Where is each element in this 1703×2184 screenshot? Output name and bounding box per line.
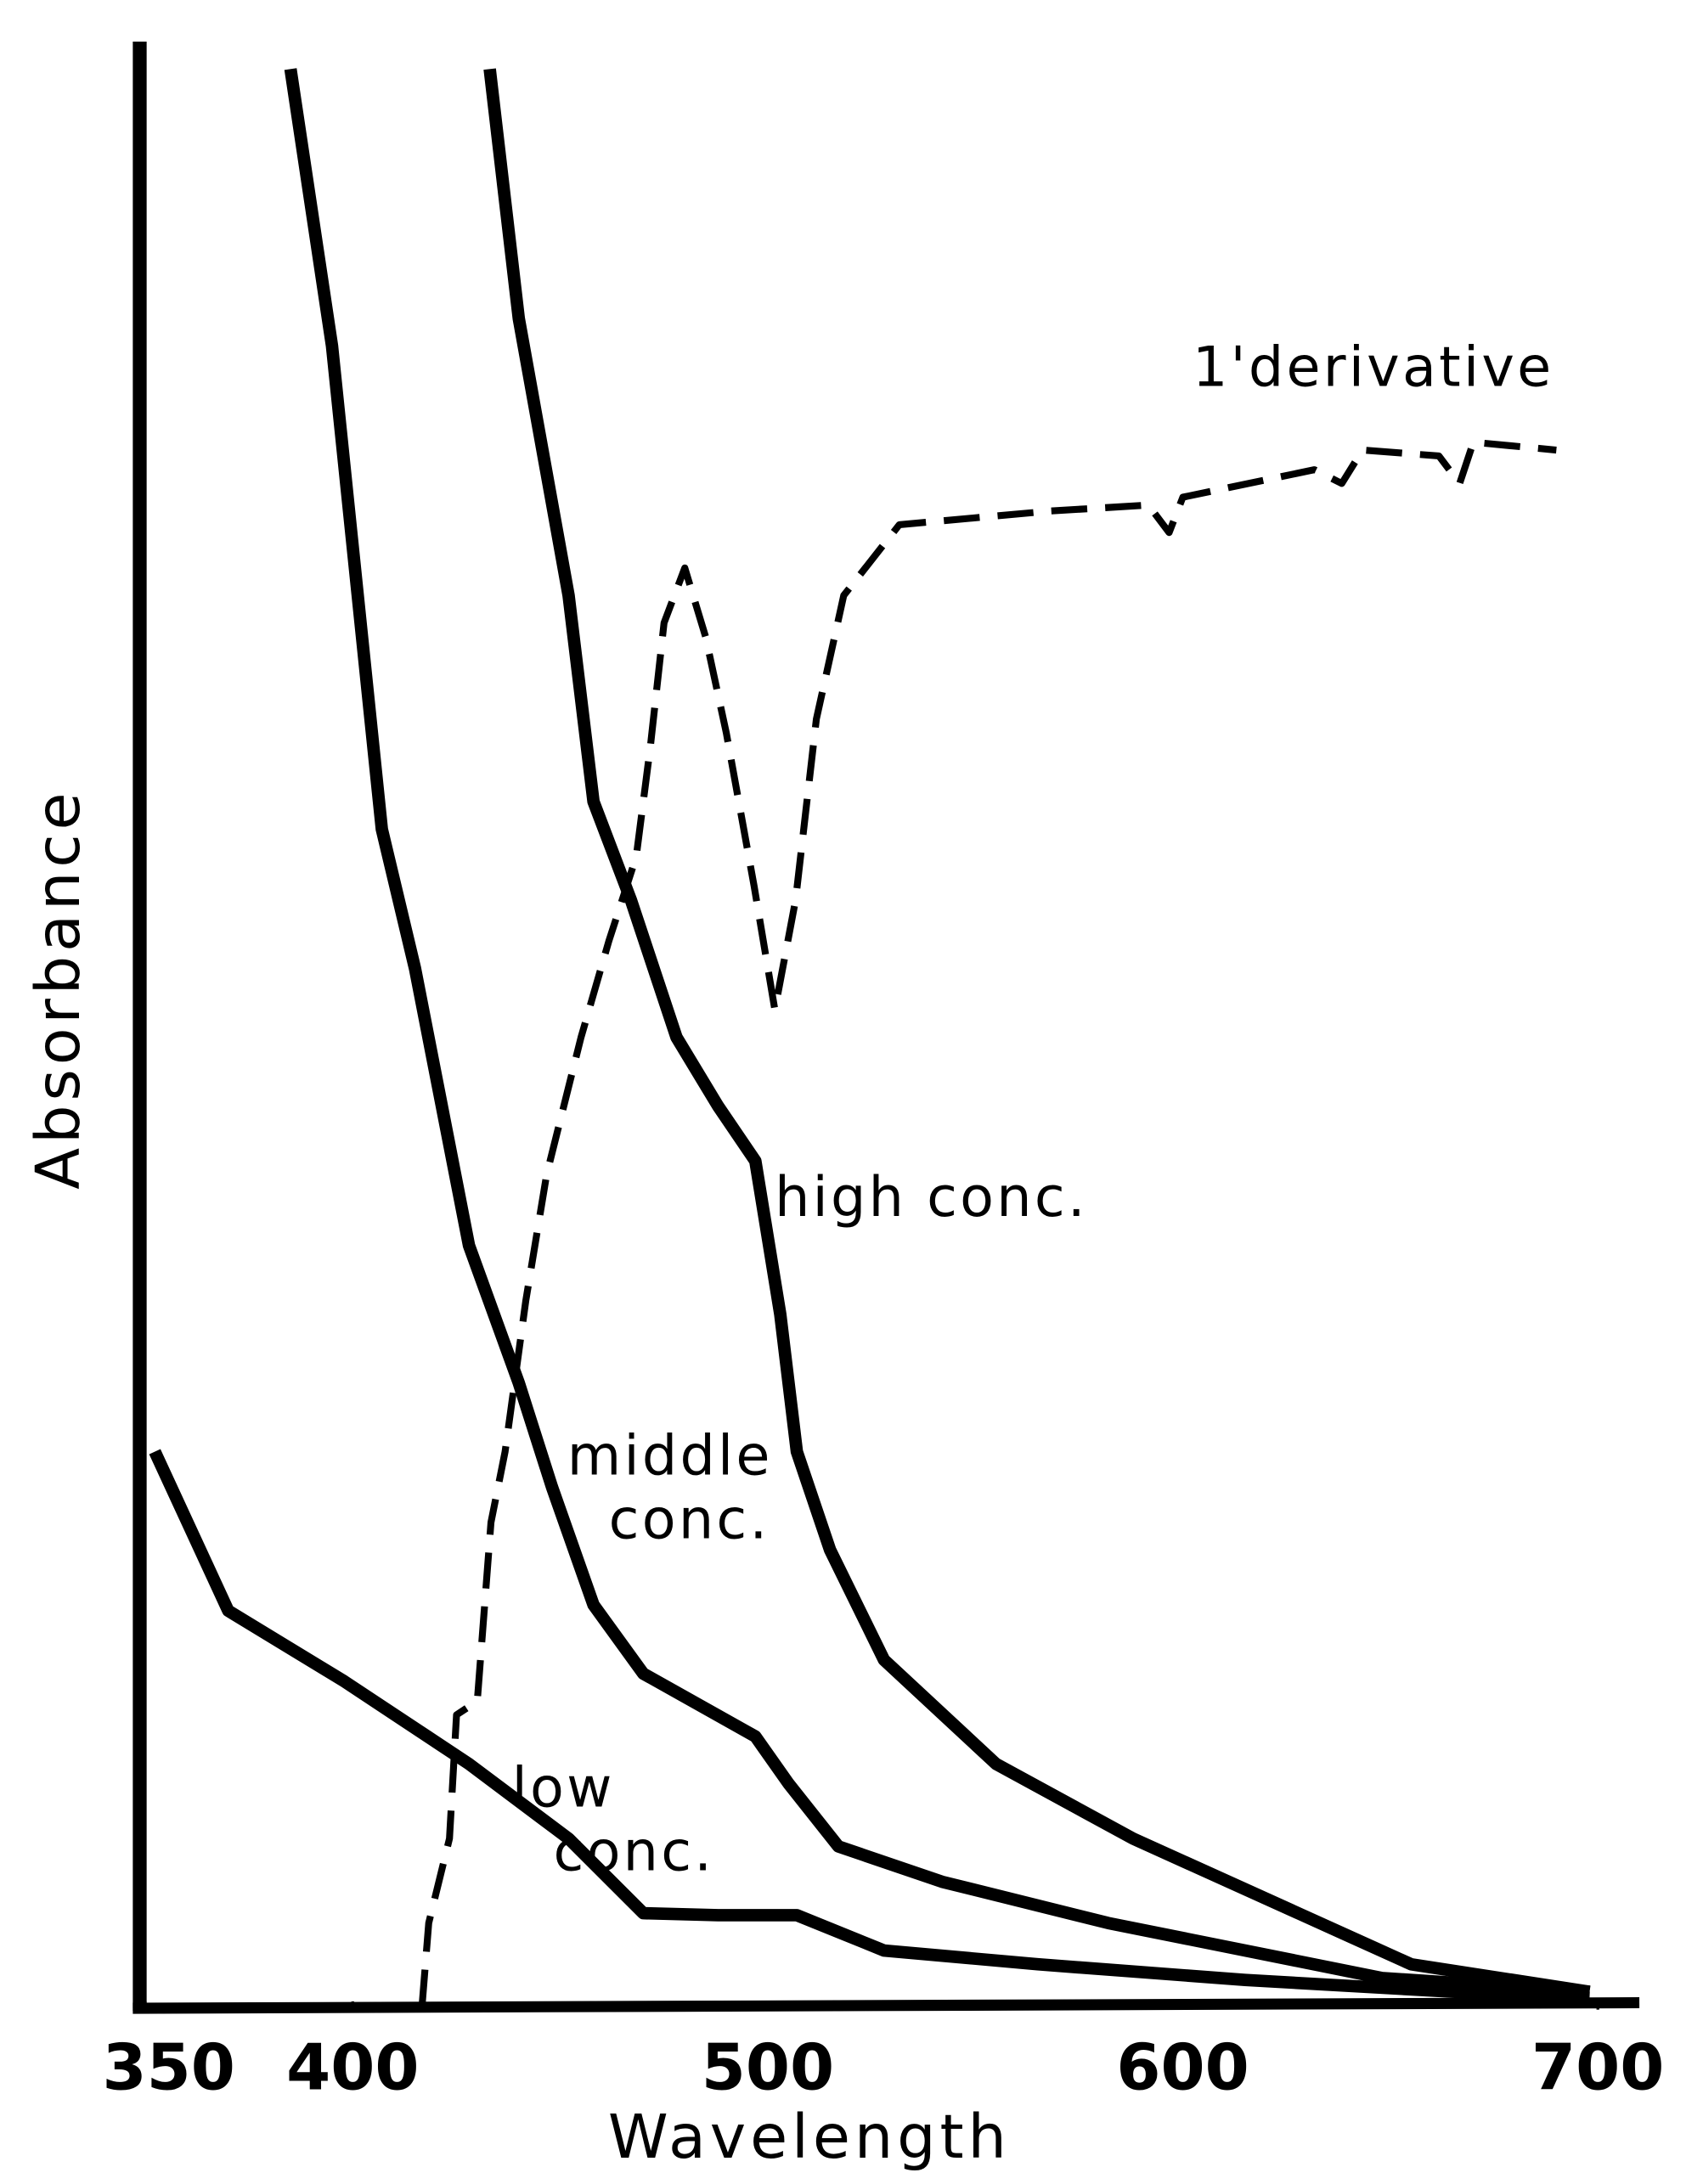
x-axis-title: Wavelength [608, 2101, 1011, 2172]
x-tick-label: 700 [1531, 2029, 1664, 2104]
x-tick-label: 500 [702, 2029, 834, 2104]
series-label: 1'derivative [1193, 336, 1554, 400]
line [483, 68, 1591, 1998]
x-tick-label: 600 [1116, 2029, 1249, 2104]
series-label: middle conc. [567, 1424, 793, 1551]
x-axis [133, 1997, 1640, 2014]
line [149, 1449, 1590, 2004]
y-axis-title: Absorbance [22, 789, 93, 1190]
series-label: low conc. [512, 1756, 715, 1883]
x-tick-label: 350 [103, 2029, 235, 2104]
x-tick-label: 400 [286, 2029, 419, 2104]
line [284, 68, 1590, 1998]
series-label: high conc. [775, 1166, 1088, 1230]
